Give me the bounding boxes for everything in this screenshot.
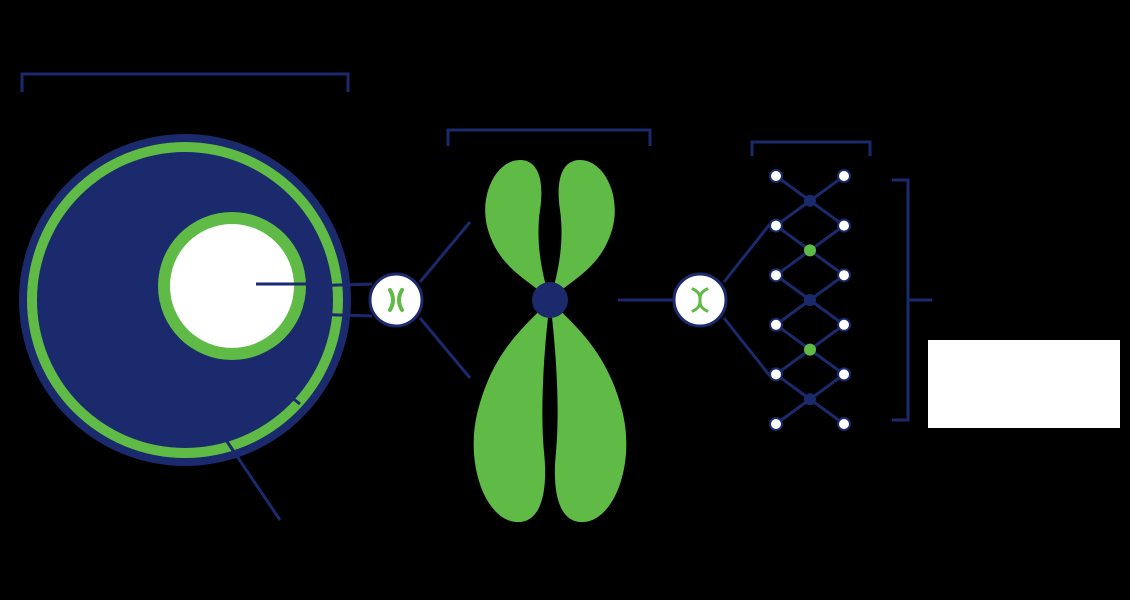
dna-node-outer — [770, 220, 782, 232]
dna-node-outer — [770, 418, 782, 430]
biology-diagram — [0, 0, 1130, 600]
dna-node-outer — [838, 418, 850, 430]
dna-node-outer — [838, 170, 850, 182]
dna-node-outer — [770, 368, 782, 380]
dna-node-outer — [838, 368, 850, 380]
dna-node-cross — [804, 344, 816, 356]
dna-node-cross — [804, 294, 816, 306]
cell — [19, 134, 351, 466]
dna-node-outer — [770, 269, 782, 281]
dna-node-cross — [804, 195, 816, 207]
caption-box — [928, 340, 1120, 428]
nucleus — [170, 224, 294, 348]
dna-node-cross — [804, 244, 816, 256]
centromere — [532, 282, 568, 318]
dna-node-outer — [770, 319, 782, 331]
dna-node-outer — [838, 269, 850, 281]
dna-node-outer — [838, 220, 850, 232]
zoom-bubble-chromosome-circle — [370, 274, 422, 326]
dna-node-outer — [770, 170, 782, 182]
dna-node-outer — [838, 319, 850, 331]
dna-node-cross — [804, 393, 816, 405]
